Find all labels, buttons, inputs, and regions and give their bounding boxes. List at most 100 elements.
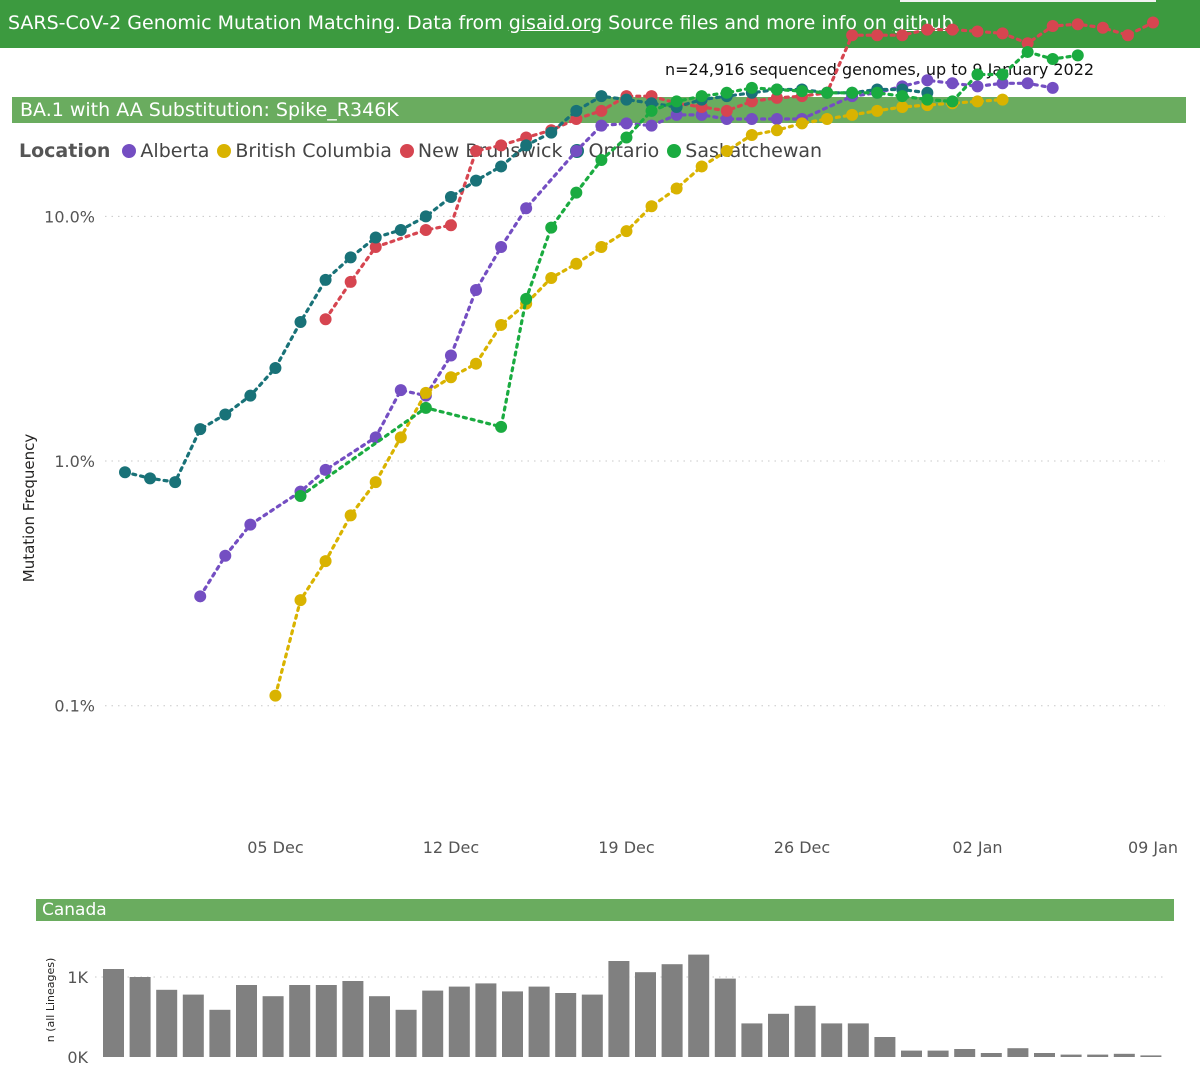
point-saskatchewan-2022-01-04[interactable] <box>1021 45 1034 58</box>
bar-4[interactable] <box>209 1009 231 1057</box>
bar-17[interactable] <box>555 993 577 1057</box>
point-saskatchewan-2021-12-18[interactable] <box>595 154 608 166</box>
bar-1[interactable] <box>129 977 151 1057</box>
point-saskatchewan-2021-12-16[interactable] <box>545 221 558 234</box>
bar-26[interactable] <box>794 1005 816 1057</box>
point-british-columbia-2021-12-27[interactable] <box>821 113 834 126</box>
point-british-columbia-2021-12-19[interactable] <box>620 225 633 238</box>
point-saskatchewan-2021-12-15[interactable] <box>520 292 533 305</box>
point-british-columbia-2021-12-07[interactable] <box>319 555 332 568</box>
point-ontario-2021-12-02[interactable] <box>194 423 207 436</box>
bar-20[interactable] <box>635 972 656 1057</box>
point-new-brunswick-2021-12-07[interactable] <box>319 313 332 326</box>
point-saskatchewan-2021-12-28[interactable] <box>846 86 859 99</box>
point-ontario-2021-12-06[interactable] <box>294 316 307 329</box>
bar-7[interactable] <box>289 985 311 1057</box>
point-new-brunswick-2021-12-18[interactable] <box>595 104 608 117</box>
point-british-columbia-2021-12-28[interactable] <box>846 108 859 121</box>
point-ontario-2021-12-03[interactable] <box>219 408 232 421</box>
point-alberta-2021-12-13[interactable] <box>470 284 483 297</box>
point-new-brunswick-2021-12-13[interactable] <box>470 145 483 158</box>
point-ontario-2021-12-17[interactable] <box>570 104 583 117</box>
point-alberta-2021-12-02[interactable] <box>194 590 207 603</box>
point-ontario-2021-12-01[interactable] <box>169 476 182 489</box>
point-saskatchewan-2021-12-30[interactable] <box>896 90 909 103</box>
point-british-columbia-2021-12-22[interactable] <box>695 160 708 173</box>
point-new-brunswick-2021-12-24[interactable] <box>745 95 758 108</box>
legend-item-alberta[interactable]: Alberta <box>122 140 209 162</box>
point-new-brunswick-2021-12-14[interactable] <box>495 139 508 152</box>
bar-30[interactable] <box>901 1050 922 1057</box>
point-ontario-2021-11-29[interactable] <box>119 466 131 479</box>
point-ontario-2021-12-14[interactable] <box>495 160 508 173</box>
point-alberta-2021-12-03[interactable] <box>219 549 232 562</box>
point-saskatchewan-2021-12-29[interactable] <box>871 86 884 99</box>
point-alberta-2021-12-25[interactable] <box>770 113 783 126</box>
point-ontario-2021-12-16[interactable] <box>545 126 558 139</box>
point-new-brunswick-2021-12-28[interactable] <box>846 29 859 42</box>
point-saskatchewan-2021-12-22[interactable] <box>695 90 708 103</box>
point-alberta-2022-01-05[interactable] <box>1046 81 1059 94</box>
point-british-columbia-2021-12-10[interactable] <box>394 431 407 444</box>
point-saskatchewan-2021-12-19[interactable] <box>620 131 633 144</box>
point-new-brunswick-2021-12-29[interactable] <box>871 29 884 42</box>
point-british-columbia-2021-12-13[interactable] <box>470 357 483 370</box>
point-new-brunswick-2021-12-08[interactable] <box>344 275 357 288</box>
point-alberta-2021-12-07[interactable] <box>319 463 332 476</box>
point-british-columbia-2021-12-24[interactable] <box>745 129 758 142</box>
point-saskatchewan-2021-12-27[interactable] <box>821 86 834 99</box>
point-alberta-2021-12-19[interactable] <box>620 117 633 130</box>
point-saskatchewan-2021-12-17[interactable] <box>570 186 583 199</box>
point-saskatchewan-2021-12-11[interactable] <box>419 401 432 414</box>
point-saskatchewan-2021-12-06[interactable] <box>294 489 307 502</box>
point-alberta-2021-12-24[interactable] <box>745 113 758 126</box>
point-british-columbia-2021-12-23[interactable] <box>720 145 733 158</box>
point-new-brunswick-2021-12-30[interactable] <box>896 29 909 42</box>
bar-12[interactable] <box>422 990 444 1057</box>
point-british-columbia-2021-12-11[interactable] <box>419 386 432 399</box>
point-saskatchewan-2021-12-26[interactable] <box>795 85 808 98</box>
bar-35[interactable] <box>1034 1053 1055 1057</box>
point-new-brunswick-2022-01-09[interactable] <box>1147 16 1159 29</box>
point-saskatchewan-2021-12-23[interactable] <box>720 86 733 99</box>
point-british-columbia-2021-12-12[interactable] <box>444 371 457 384</box>
bar-5[interactable] <box>236 985 257 1057</box>
point-alberta-2021-12-10[interactable] <box>394 384 407 397</box>
point-alberta-2022-01-03[interactable] <box>996 77 1009 90</box>
point-saskatchewan-2022-01-01[interactable] <box>946 95 959 108</box>
bar-27[interactable] <box>821 1023 843 1057</box>
bar-24[interactable] <box>741 1023 763 1057</box>
point-new-brunswick-2021-12-25[interactable] <box>770 91 783 104</box>
point-alberta-2021-12-20[interactable] <box>645 119 658 132</box>
bar-31[interactable] <box>927 1050 949 1057</box>
point-new-brunswick-2022-01-05[interactable] <box>1046 19 1059 32</box>
point-ontario-2021-12-08[interactable] <box>344 251 357 264</box>
point-ontario-2021-12-10[interactable] <box>394 223 407 236</box>
point-saskatchewan-2021-12-20[interactable] <box>645 104 658 117</box>
point-ontario-2021-12-05[interactable] <box>269 362 282 375</box>
point-saskatchewan-2021-12-31[interactable] <box>921 93 934 106</box>
bar-18[interactable] <box>581 994 603 1057</box>
point-british-columbia-2021-12-06[interactable] <box>294 594 307 607</box>
point-british-columbia-2021-12-20[interactable] <box>645 200 658 213</box>
bar-23[interactable] <box>714 978 736 1057</box>
point-ontario-2021-12-11[interactable] <box>419 210 432 223</box>
point-new-brunswick-2022-01-01[interactable] <box>946 23 959 36</box>
point-british-columbia-2021-12-05[interactable] <box>269 689 282 702</box>
gisaid-link[interactable]: gisaid.org <box>508 12 603 34</box>
bar-11[interactable] <box>395 1009 417 1057</box>
point-ontario-2021-12-13[interactable] <box>470 174 483 187</box>
point-alberta-2021-12-18[interactable] <box>595 119 608 132</box>
bar-32[interactable] <box>954 1049 976 1057</box>
bar-9[interactable] <box>342 981 364 1057</box>
point-british-columbia-2021-12-17[interactable] <box>570 257 583 270</box>
point-new-brunswick-2021-12-09[interactable] <box>369 240 382 253</box>
point-alberta-2021-12-12[interactable] <box>444 349 457 362</box>
point-british-columbia-2021-12-08[interactable] <box>344 509 357 522</box>
point-alberta-2021-12-17[interactable] <box>570 145 583 158</box>
bar-37[interactable] <box>1087 1054 1109 1057</box>
point-saskatchewan-2021-12-24[interactable] <box>745 81 758 94</box>
bar-36[interactable] <box>1060 1054 1082 1057</box>
point-ontario-2021-12-18[interactable] <box>595 90 608 103</box>
bar-16[interactable] <box>528 986 550 1057</box>
